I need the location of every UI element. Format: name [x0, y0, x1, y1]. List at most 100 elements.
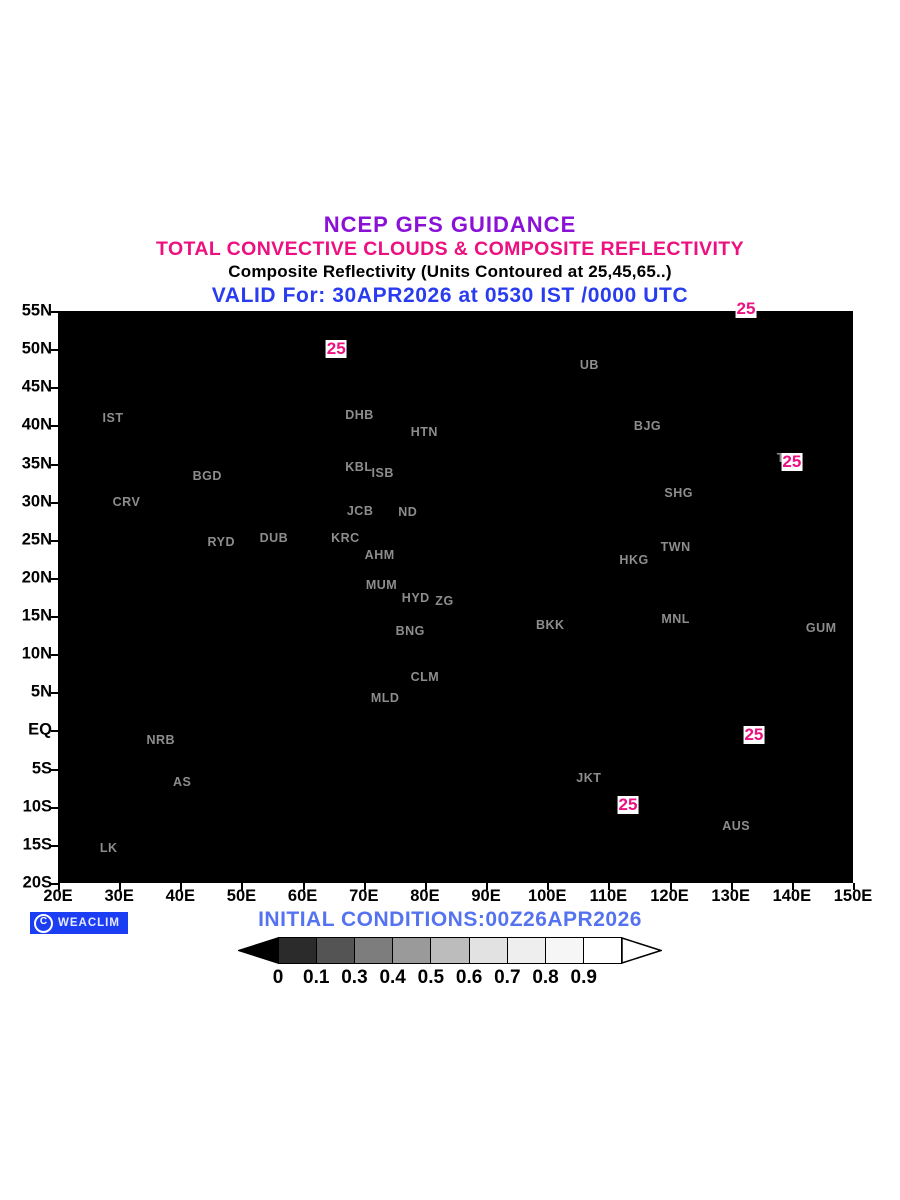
title-block: NCEP GFS GUIDANCE TOTAL CONVECTIVE CLOUD… [0, 212, 900, 308]
lon-tick [853, 883, 855, 890]
lat-tick [51, 311, 58, 313]
colorbar-label-3: 0.4 [379, 967, 406, 988]
city-label-krc: KRC [331, 531, 360, 546]
colorbar-label-2: 0.3 [341, 967, 368, 988]
title-line-valid: VALID For: 30APR2026 at 0530 IST /0000 U… [211, 284, 689, 307]
colorbar-right-cap [621, 937, 662, 964]
city-label-aus: AUS [722, 818, 751, 833]
lat-label-40N: 40N [21, 415, 52, 434]
city-label-ub: UB [579, 358, 599, 373]
lat-label-50N: 50N [21, 339, 52, 358]
lon-tick [730, 883, 733, 890]
colorbar-label-1: 0.1 [303, 967, 330, 988]
lat-label-55N: 55N [21, 301, 52, 320]
city-label-zg: ZG [435, 593, 454, 608]
lat-label-15N: 15N [21, 606, 52, 625]
lat-label-20N: 20N [21, 568, 52, 587]
lon-label-140E: 140E [772, 887, 812, 905]
lon-tick [302, 883, 305, 890]
lat-tick [51, 768, 58, 771]
lat-label-25N: 25N [21, 530, 52, 549]
city-label-bgd: BGD [192, 469, 222, 484]
lon-label-90E: 90E [471, 887, 501, 905]
colorbar-segment-3 [393, 938, 432, 963]
city-label-isb: ISB [371, 466, 394, 481]
city-label-mld: MLD [370, 691, 400, 706]
city-label-bjg: BJG [633, 419, 662, 434]
city-label-mum: MUM [365, 577, 398, 592]
colorbar-label-6: 0.7 [494, 967, 521, 988]
contour-value-label: 25 [325, 339, 347, 359]
copyright-icon: C [34, 913, 53, 933]
lon-label-110E: 110E [589, 887, 628, 905]
city-label-ahm: AHM [364, 548, 395, 563]
colorbar-segment-4 [431, 938, 470, 963]
lon-label-50E: 50E [226, 887, 257, 905]
lat-tick [51, 806, 58, 809]
colorbar-segment-1 [317, 938, 356, 963]
colorbar-segment-5 [469, 938, 508, 963]
lon-tick [119, 883, 122, 890]
title-line-units: Composite Reflectivity (Units Contoured … [228, 262, 672, 281]
colorbar-left-cap [238, 937, 279, 964]
lat-tick [51, 692, 58, 695]
lat-label-35N: 35N [21, 454, 52, 473]
lat-label-5N: 5N [30, 682, 52, 701]
colorbar-segment-2 [355, 938, 394, 963]
city-label-dhb: DHB [345, 408, 374, 423]
lon-label-70E: 70E [349, 887, 379, 905]
lon-tick [363, 883, 366, 890]
city-label-hkg: HKG [619, 553, 649, 568]
city-label-twn: TWN [660, 540, 691, 555]
contour-value-label: 25 [617, 795, 639, 815]
lon-label-150E: 150E [833, 887, 873, 905]
initial-conditions-text: INITIAL CONDITIONS:00Z26APR2026 [258, 908, 642, 931]
lon-label-40E: 40E [165, 887, 195, 905]
city-label-dub: DUB [259, 530, 289, 545]
lat-tick [51, 425, 58, 428]
map-panel[interactable]: 55N 50N 45N 40N 35N 30N 25N 20N 15N 10N 5N EQ 5S 10S 1… [22, 300, 873, 905]
lat-tick [51, 463, 58, 466]
weaclim-logo[interactable]: C WEACLIM [30, 912, 128, 934]
colorbar-segment-0 [279, 938, 318, 963]
lon-tick [424, 883, 427, 890]
lat-label-10S: 10S [22, 797, 52, 816]
lon-label-80E: 80E [410, 887, 440, 905]
contour-value-label: 25 [743, 725, 765, 745]
lat-tick [51, 654, 58, 657]
lat-label-15S: 15S [22, 835, 52, 854]
city-label-as: AS [172, 775, 192, 790]
city-label-jkt: JKT [576, 770, 602, 785]
title-line-product: TOTAL CONVECTIVE CLOUDS & COMPOSITE REFL… [156, 238, 744, 260]
lon-label-100E: 100E [527, 887, 567, 905]
lat-label-20S: 20S [22, 873, 52, 892]
lon-tick [58, 883, 60, 890]
city-label-shg: SHG [664, 485, 693, 500]
colorbar-label-5: 0.6 [455, 967, 483, 988]
city-label-crv: CRV [112, 494, 141, 509]
city-label-nd: ND [398, 505, 418, 520]
lat-label-5S: 5S [31, 759, 52, 778]
city-label-jcb: JCB [346, 503, 374, 518]
city-label-htn: HTN [410, 424, 438, 439]
colorbar: 0 0.1 0.3 0.4 0.5 0.6 0.7 0.8 0.9 [238, 937, 662, 988]
lat-label-EQ: EQ [28, 720, 52, 739]
city-label-gum: GUM [805, 620, 837, 635]
lat-label-10N: 10N [21, 644, 52, 663]
lon-tick [486, 883, 489, 890]
city-label-mnl: MNL [661, 612, 690, 627]
contour-value-label: 25 [781, 452, 803, 471]
city-label-bng: BNG [395, 624, 425, 639]
lon-label-120E: 120E [650, 887, 689, 905]
lat-tick [51, 501, 58, 504]
colorbar-segments [278, 937, 622, 964]
lon-label-30E: 30E [104, 887, 134, 905]
lat-tick [51, 730, 58, 733]
lat-label-30N: 30N [21, 492, 52, 511]
lon-tick [241, 883, 244, 890]
city-label-bkk: BKK [535, 618, 565, 633]
lon-tick [180, 883, 183, 890]
lon-tick [791, 883, 794, 890]
city-label-ryd: RYD [207, 535, 235, 550]
